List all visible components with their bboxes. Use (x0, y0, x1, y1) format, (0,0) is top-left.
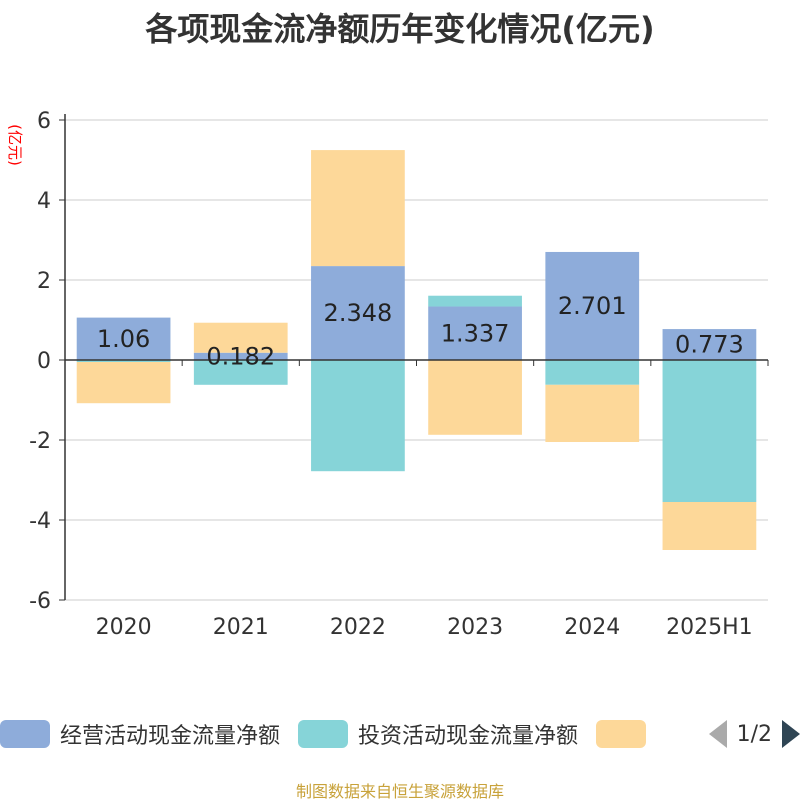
bar-series-1-2021 (193, 352, 288, 360)
grid-lines (65, 119, 768, 601)
data-label: 2.701 (558, 292, 627, 320)
source-note: 制图数据来自恒生聚源数据库 (295, 782, 504, 801)
bars (76, 150, 757, 550)
chart-title: 各项现金流净额历年变化情况(亿元) (145, 10, 655, 48)
legend-label: 经营活动现金流量净额 (60, 724, 281, 749)
data-label: 0.182 (206, 342, 275, 370)
legend-item[interactable]: 经营活动现金流量净额 (0, 718, 280, 750)
axes: 6 4 2 0 -2 -4 -6 2020 2021 2022 2023 2024 2025H1 (29, 109, 769, 640)
legend-swatch (298, 720, 349, 748)
y-tick-label: 4 (37, 189, 51, 214)
legend-item[interactable]: 投资活动现金流量净额 (298, 718, 578, 750)
legend-pager: 1/2 (692, 714, 800, 754)
y-tick-label: 6 (37, 109, 51, 134)
x-tick-label: 2020 (96, 615, 152, 640)
y-tick-label: -2 (29, 429, 51, 454)
legend-item[interactable] (596, 720, 656, 748)
bar-series-3-2024 (545, 384, 640, 442)
bar-series-2-2021 (193, 360, 288, 385)
bar-series-1-2025H1 (662, 329, 757, 360)
bar-series-1-2023 (428, 306, 522, 360)
bar-series-3-2020 (76, 362, 171, 404)
x-tick-label: 2024 (564, 615, 620, 640)
legend-next-icon[interactable] (782, 720, 800, 748)
y-tick-label: 0 (37, 349, 51, 374)
bar-series-2-2025H1 (662, 360, 757, 502)
y-tick-label: -6 (29, 589, 51, 614)
legend-page-indicator: 1/2 (736, 721, 772, 747)
bar-series-2-2024 (545, 360, 640, 385)
data-label: 0.773 (675, 331, 744, 359)
x-tick-label: 2025H1 (666, 615, 753, 640)
bar-series-3-2021 (193, 322, 288, 353)
legend-prev-icon[interactable] (708, 720, 727, 748)
y-tick-label: 2 (37, 269, 51, 294)
data-label: 2.348 (324, 299, 393, 327)
bar-series-2-2023 (428, 295, 522, 307)
bar-series-3-2025H1 (662, 502, 757, 550)
legend: 经营活动现金流量净额 投资活动现金流量净额 (0, 714, 800, 754)
bar-series-1-2022 (311, 266, 405, 360)
x-tick-label: 2021 (213, 615, 269, 640)
bar-series-2-2022 (311, 360, 405, 472)
y-tick-label: -4 (29, 509, 51, 534)
legend-label: 投资活动现金流量净额 (358, 724, 579, 749)
bar-series-3-2023 (428, 360, 522, 435)
legend-swatch (0, 720, 50, 748)
bar-series-1-2020 (76, 317, 171, 360)
bar-series-3-2022 (311, 150, 405, 267)
bar-series-2-2020 (76, 360, 171, 362)
bar-series-1-2024 (545, 251, 640, 360)
x-tick-label: 2023 (447, 615, 503, 640)
y-axis-title: (亿元) (6, 124, 24, 166)
legend-swatch (596, 720, 647, 748)
data-labels: 1.06 0.182 2.348 1.337 2.701 0.773 (97, 292, 744, 370)
data-label: 1.337 (441, 319, 510, 347)
x-tick-label: 2022 (330, 615, 386, 640)
data-label: 1.06 (97, 325, 150, 353)
